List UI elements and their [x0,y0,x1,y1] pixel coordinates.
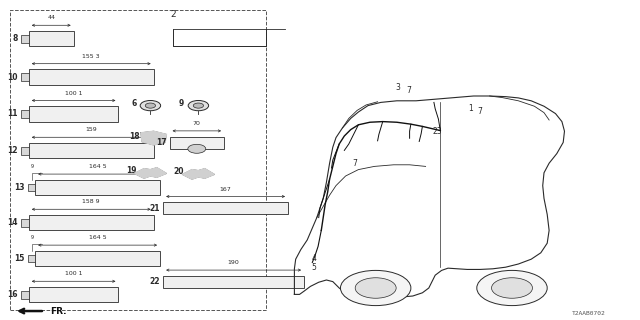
Text: 7: 7 [406,86,411,95]
Polygon shape [134,168,166,178]
Text: 164 5: 164 5 [89,235,106,240]
Bar [170,137,224,149]
Text: 7: 7 [353,159,358,168]
Text: 70: 70 [193,121,201,126]
Text: 164 5: 164 5 [89,164,106,169]
Text: 1: 1 [468,104,473,113]
Text: 6: 6 [131,99,136,108]
Text: 7: 7 [477,108,482,116]
Bar [28,255,35,262]
Text: 100 1: 100 1 [65,271,83,276]
Text: 10: 10 [8,73,18,82]
Text: 23: 23 [432,127,442,136]
Text: 18: 18 [129,132,140,141]
Text: 13: 13 [14,183,24,192]
Bar [21,35,29,43]
Text: 22: 22 [150,277,160,286]
Text: 21: 21 [150,204,160,213]
Text: 100 1: 100 1 [65,91,83,96]
Text: 19: 19 [126,166,136,175]
Text: 2: 2 [171,10,176,19]
Text: 20: 20 [174,167,184,176]
Text: 8: 8 [13,34,18,43]
Bar [29,69,154,85]
Bar [29,143,154,158]
Text: 14: 14 [8,218,18,227]
Bar [163,276,304,288]
Bar [21,219,29,227]
Text: 9: 9 [31,164,33,169]
Text: 159: 159 [85,127,97,132]
Bar [21,291,29,299]
Text: 158 9: 158 9 [83,199,100,204]
Text: 190: 190 [228,260,239,265]
Circle shape [340,270,411,306]
Bar [29,31,74,46]
Circle shape [193,103,204,108]
Text: 44: 44 [47,15,55,20]
Text: 167: 167 [220,187,232,192]
Text: 9: 9 [31,235,33,240]
Text: 3: 3 [396,83,401,92]
Bar [29,287,118,302]
Polygon shape [141,131,166,145]
Bar [21,147,29,155]
Text: 9: 9 [179,99,184,108]
Text: 17: 17 [156,138,166,147]
Circle shape [492,278,532,298]
Circle shape [188,144,206,153]
Bar [10,10,266,310]
Text: 155 3: 155 3 [83,54,100,59]
Bar [35,180,160,195]
Circle shape [188,100,209,111]
Text: T2AAB0702: T2AAB0702 [572,311,605,316]
Circle shape [145,103,156,108]
Circle shape [355,278,396,298]
Bar [21,73,29,81]
Text: FR.: FR. [50,307,67,316]
Text: 12: 12 [8,146,18,155]
Polygon shape [182,169,214,179]
Circle shape [477,270,547,306]
Circle shape [140,100,161,111]
Bar [163,202,288,214]
Bar [29,215,154,230]
Bar [21,110,29,118]
Text: 4: 4 [311,254,316,263]
Bar [35,251,160,266]
Text: 15: 15 [14,254,24,263]
Bar [29,106,118,122]
Bar [28,184,35,191]
Text: 5: 5 [311,263,316,272]
Bar [173,29,266,46]
Text: 16: 16 [8,290,18,299]
Text: 11: 11 [8,109,18,118]
